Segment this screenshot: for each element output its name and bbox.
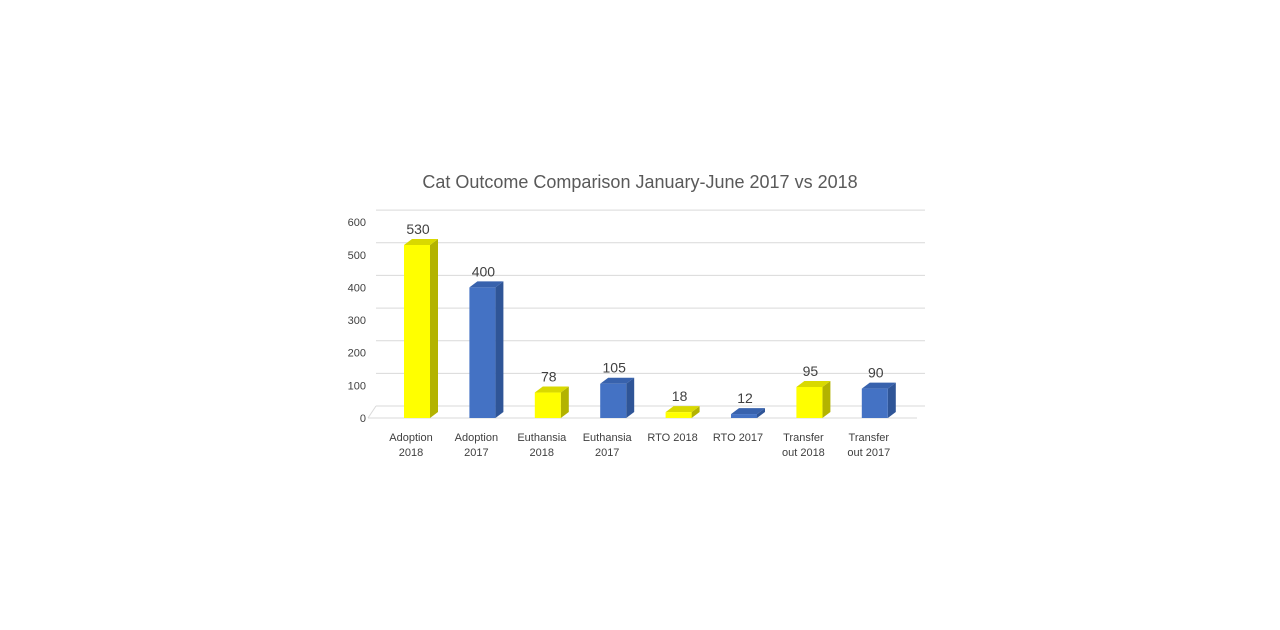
bars <box>404 239 896 418</box>
bar-top <box>404 239 438 245</box>
bar-side <box>430 239 438 418</box>
bar-top <box>469 281 504 288</box>
x-category-line: Transfer <box>849 432 890 444</box>
bar <box>861 382 896 418</box>
data-label: 95 <box>803 363 819 379</box>
data-label: 530 <box>406 221 430 237</box>
x-category-label: Transfer out 2017 <box>847 432 890 459</box>
chart-title: Cat Outcome Comparison January-June 2017… <box>422 172 857 192</box>
bar-top <box>600 377 635 384</box>
x-category-label: Transfer out 2018 <box>782 432 825 459</box>
x-category-label: Adoption 2018 <box>389 432 432 459</box>
data-label: 12 <box>737 390 753 406</box>
x-category-line: 2018 <box>399 447 423 459</box>
bar <box>469 281 504 418</box>
data-labels: 530 400 78 105 18 12 95 90 <box>406 221 883 406</box>
x-category-line: out 2018 <box>782 447 825 459</box>
bar-front <box>861 388 888 418</box>
data-label: 18 <box>672 388 688 404</box>
bar-side <box>887 382 896 418</box>
x-category-label: Euthansia 2018 <box>517 432 567 459</box>
x-category-label: Euthansia 2017 <box>583 432 633 459</box>
x-category-line: Adoption <box>455 432 498 444</box>
x-category-line: 2017 <box>595 447 619 459</box>
x-category-label: RTO 2017 <box>713 432 763 444</box>
bar-top <box>796 380 831 387</box>
bar-top <box>861 382 896 389</box>
bar-front <box>534 392 561 418</box>
bar-front <box>665 412 692 418</box>
bar-side <box>560 386 569 418</box>
data-label: 105 <box>603 360 627 376</box>
bar-front <box>404 245 430 418</box>
bar <box>731 408 765 418</box>
y-tick-label: 600 <box>348 217 366 229</box>
x-category-label: RTO 2018 <box>647 432 697 444</box>
bar <box>404 239 438 418</box>
bar-side <box>495 281 504 418</box>
bar-top <box>731 408 765 415</box>
bar-top <box>534 386 569 393</box>
bar-side <box>626 377 635 418</box>
bar-side <box>757 408 765 418</box>
bar-top <box>665 406 700 413</box>
bar <box>665 406 700 418</box>
y-tick-label: 100 <box>348 380 366 392</box>
x-category-line: 2017 <box>464 447 488 459</box>
x-category-line: 2018 <box>530 447 554 459</box>
bar-side <box>691 406 700 418</box>
y-tick-label: 400 <box>348 282 366 294</box>
bar-front <box>731 414 757 418</box>
bar <box>534 386 569 418</box>
y-tick-label: 0 <box>360 413 366 425</box>
y-tick-label: 200 <box>348 348 366 360</box>
floor-edge <box>367 405 377 419</box>
x-category-line: Adoption <box>389 432 432 444</box>
bar <box>600 377 635 418</box>
gridlines <box>367 209 925 419</box>
data-label: 90 <box>868 365 884 381</box>
y-tick-label: 500 <box>348 250 366 262</box>
x-category-line: Euthansia <box>583 432 633 444</box>
x-category-line: Euthansia <box>517 432 567 444</box>
x-category-line: Transfer <box>783 432 824 444</box>
data-label: 78 <box>541 369 557 385</box>
bar-front <box>796 386 823 418</box>
x-category-line: RTO 2018 <box>647 432 697 444</box>
bar-front <box>600 383 627 418</box>
x-category-label: Adoption 2017 <box>455 432 498 459</box>
x-category-line: out 2017 <box>847 447 890 459</box>
y-tick-label: 300 <box>348 315 366 327</box>
y-axis-ticks: 0 100 200 300 400 500 600 <box>348 217 366 425</box>
data-label: 400 <box>472 263 496 279</box>
bar <box>796 380 831 418</box>
x-category-line: RTO 2017 <box>713 432 763 444</box>
bar-side <box>822 380 831 418</box>
bar-front <box>469 287 496 418</box>
